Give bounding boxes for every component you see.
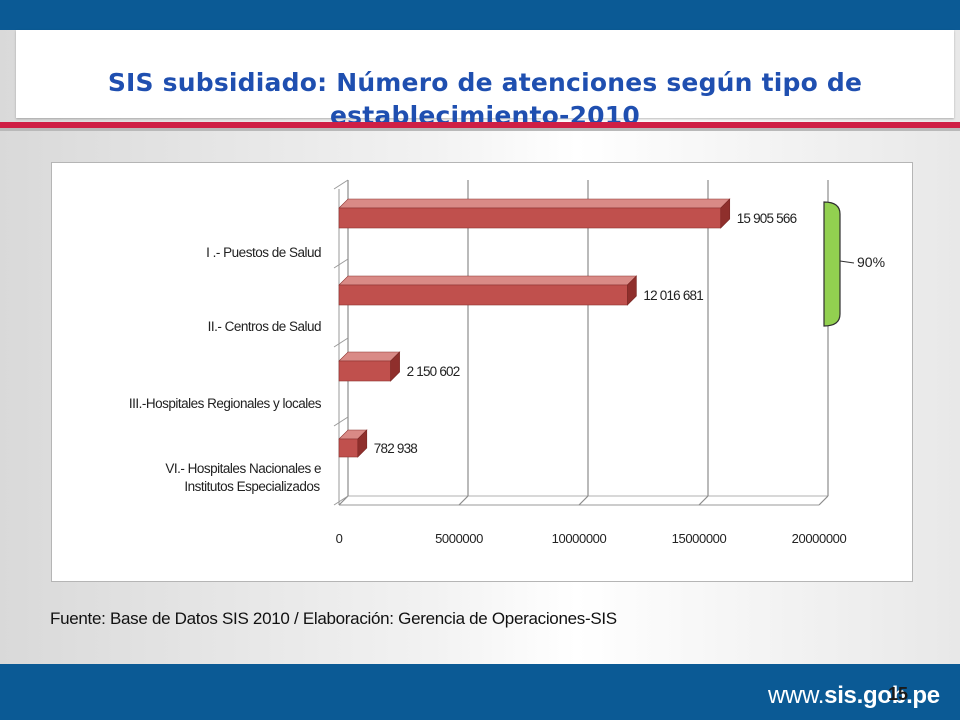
category-tick xyxy=(333,179,349,190)
bar-end-face xyxy=(627,275,637,306)
page-title: SIS subsidiado: Número de atenciones seg… xyxy=(107,68,863,130)
title-box: SIS subsidiado: Número de atenciones seg… xyxy=(16,30,954,130)
gridline-floor xyxy=(458,495,469,506)
page-number: 15 xyxy=(888,684,909,704)
x-tick-label: 20000000 xyxy=(792,531,847,546)
bar-top-face xyxy=(338,275,638,286)
bar-top-face xyxy=(338,351,401,362)
website-domain: sis.gob xyxy=(824,682,907,709)
bar-chart: 0 5000000 10000000 15000000 20000000 I .- Pue… xyxy=(129,179,885,546)
header-band xyxy=(0,0,960,30)
x-tick-label: 5000000 xyxy=(435,531,483,546)
x-tick-label: 15000000 xyxy=(672,531,727,546)
data-label: 2 150 602 xyxy=(407,364,460,379)
bar-top-face xyxy=(338,198,731,209)
data-label: 12 016 681 xyxy=(643,288,703,303)
category-tick xyxy=(333,337,349,348)
title-underline-red xyxy=(0,122,960,128)
bar-end-face xyxy=(390,351,400,382)
website-url[interactable]: www.sis.gob.pe xyxy=(768,682,940,710)
gridline-floor xyxy=(578,495,589,506)
category-label: VI.- Hospitales Nacionales e Institutos E… xyxy=(165,461,321,494)
source-note: Fuente: Base de Datos SIS 2010 / Elabora… xyxy=(50,609,617,628)
bar xyxy=(338,360,391,382)
category-label: I .- Puestos de Salud xyxy=(206,245,321,260)
category-label: II.- Centros de Salud xyxy=(208,319,321,334)
bar-end-face xyxy=(720,198,731,229)
gridline-floor xyxy=(698,495,709,506)
bar xyxy=(338,284,628,306)
bar xyxy=(338,438,359,458)
bar-end-face xyxy=(357,429,368,458)
category-label: III.-Hospitales Regionales y locales xyxy=(129,396,322,411)
gridline-floor xyxy=(818,495,829,506)
data-label: 15 905 566 xyxy=(737,211,797,226)
title-underline-grey xyxy=(0,128,960,131)
chart-frame: 0 5000000 10000000 15000000 20000000 I .- Pue… xyxy=(51,162,913,582)
category-tick xyxy=(333,258,349,269)
footer-band xyxy=(0,664,960,720)
bar xyxy=(338,207,722,229)
annotation-bracket xyxy=(823,201,841,327)
x-tick-label: 10000000 xyxy=(552,531,607,546)
category-tick xyxy=(333,416,349,427)
website-suffix: .pe xyxy=(906,682,940,709)
annotation-leader xyxy=(839,260,855,264)
website-prefix: www. xyxy=(768,682,825,709)
annotation-label: 90% xyxy=(857,254,885,270)
data-label: 782 938 xyxy=(374,441,417,456)
x-tick-label: 0 xyxy=(336,531,343,546)
category-tick xyxy=(333,495,349,506)
